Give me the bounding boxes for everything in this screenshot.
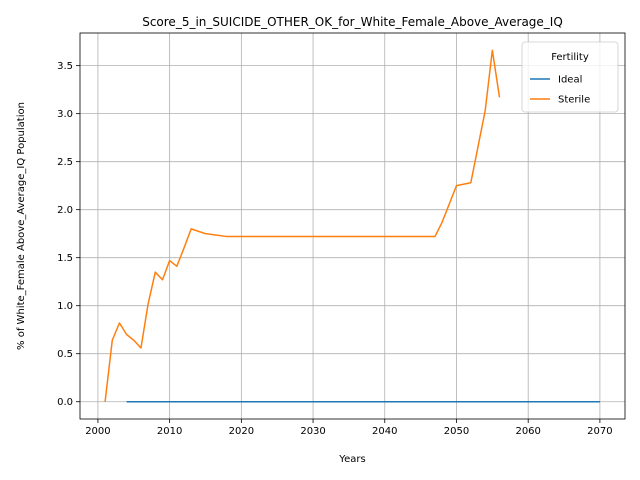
chart-title: Score_5_in_SUICIDE_OTHER_OK_for_White_Fe… xyxy=(142,15,563,29)
y-tick-label: 2.5 xyxy=(57,157,73,168)
plot-frame xyxy=(79,32,626,420)
y-tick-label: 3.0 xyxy=(57,109,73,120)
y-axis-label: % of White_Female Above_Average_IQ Popul… xyxy=(16,102,27,350)
x-tick-label: 2070 xyxy=(587,426,612,437)
x-axis-label: Years xyxy=(338,454,365,465)
legend-label-ideal: Ideal xyxy=(558,75,582,86)
x-tick-label: 2030 xyxy=(300,426,325,437)
series-lines xyxy=(104,49,600,403)
y-tick-label: 2.0 xyxy=(57,205,73,216)
x-tick-label: 2000 xyxy=(85,426,110,437)
x-tick-label: 2060 xyxy=(515,426,540,437)
legend-box xyxy=(521,41,619,113)
y-tick-label: 0.5 xyxy=(57,349,73,360)
y-tick-label: 1.0 xyxy=(57,301,73,312)
x-tick-label: 2040 xyxy=(372,426,397,437)
y-tick-label: 1.5 xyxy=(57,253,73,264)
legend: Fertility Ideal Sterile xyxy=(521,41,619,113)
x-tick-label: 2020 xyxy=(229,426,254,437)
y-tick-label: 0.0 xyxy=(57,397,73,408)
grid xyxy=(80,33,625,419)
legend-title: Fertility xyxy=(551,52,589,63)
x-tick-label: 2050 xyxy=(444,426,469,437)
ticks: 2000 2010 2020 2030 2040 2050 2060 2070 0.0 0.5 1.… xyxy=(57,61,613,437)
legend-label-sterile: Sterile xyxy=(558,95,590,106)
y-tick-label: 3.5 xyxy=(57,61,73,72)
series-line-sterile xyxy=(104,49,501,402)
x-tick-label: 2010 xyxy=(157,426,182,437)
